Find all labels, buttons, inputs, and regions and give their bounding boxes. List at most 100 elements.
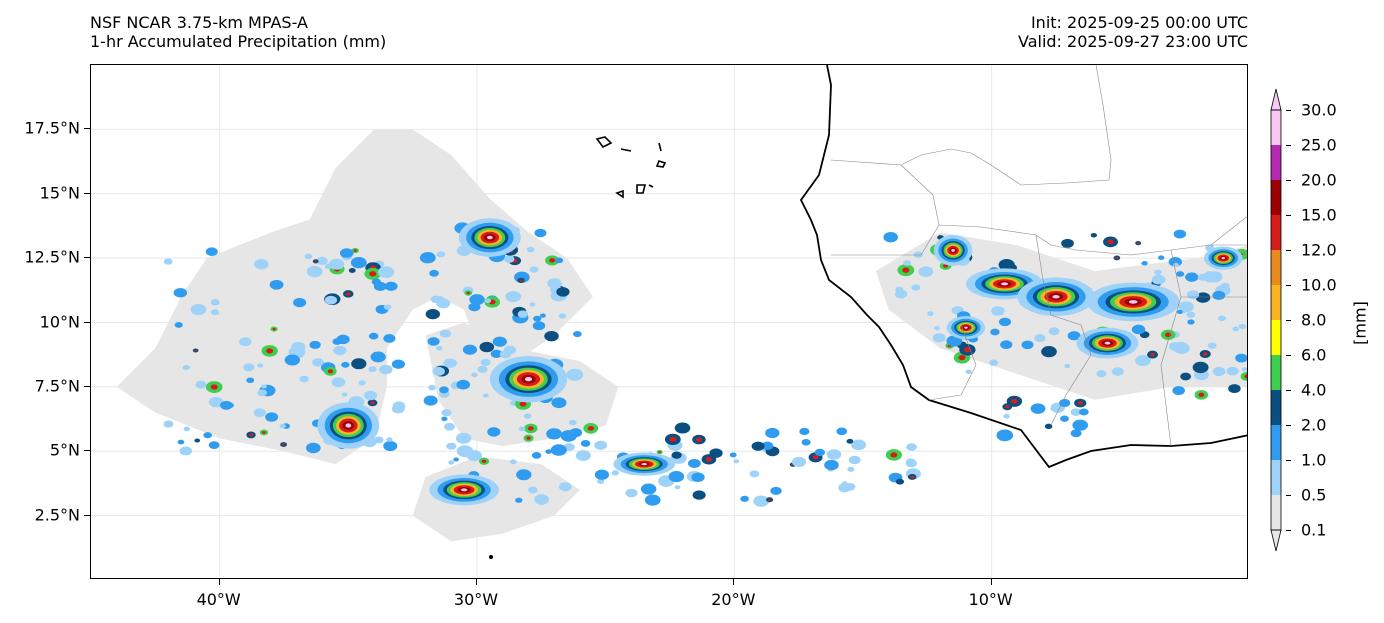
intense-rain-cell (460, 488, 468, 492)
rain-cell (448, 460, 455, 465)
rain-cell (1238, 323, 1247, 330)
rain-cell (194, 438, 201, 443)
valid-time: Valid: 2025-09-27 23:00 UTC (1017, 32, 1248, 51)
rain-cell (547, 278, 562, 289)
intense-rain-cell (1052, 294, 1060, 299)
colorbar (1270, 88, 1282, 552)
colorbar-tick (1286, 215, 1291, 216)
colorbar-level-label: 4.0 (1301, 380, 1327, 400)
rain-cell (1158, 255, 1165, 260)
rain-cell (523, 413, 532, 419)
rain-cell (441, 409, 452, 417)
border-line (1160, 296, 1182, 447)
rain-cell (487, 427, 501, 437)
colorbar-tick (1286, 530, 1291, 531)
colorbar-segment (1271, 355, 1281, 390)
rain-cell (824, 459, 839, 471)
rain-cell (509, 459, 517, 465)
rain-cell (331, 377, 346, 388)
rain-cell (261, 384, 267, 389)
colorbar-level-label: 0.5 (1301, 485, 1327, 505)
rain-cell (480, 358, 491, 366)
rain-cell (674, 485, 681, 490)
rain-cell (419, 252, 436, 264)
heavy-rain-core (958, 354, 966, 361)
rain-cell (575, 450, 591, 461)
rain-cell (368, 366, 377, 373)
rain-cell (539, 313, 546, 318)
rain-cell (1034, 334, 1046, 343)
colorbar-tick (1286, 285, 1291, 286)
heavy-rain-core (519, 401, 527, 407)
rain-cell (1090, 232, 1098, 238)
rain-cell (572, 330, 582, 338)
rain-cell (309, 340, 321, 349)
model-name: NSF NCAR 3.75-km MPAS-A (90, 13, 308, 32)
rain-cell (998, 317, 1011, 327)
rain-cell (998, 259, 1015, 271)
rain-cell (339, 248, 354, 258)
intense-rain-cell (951, 248, 955, 252)
heavy-rain-core (369, 271, 377, 277)
rain-cell (691, 472, 705, 482)
rain-cell (341, 361, 350, 368)
heavy-rain-core (1244, 374, 1247, 379)
rain-cell (1202, 271, 1219, 283)
colorbar-level-label: 1.0 (1301, 450, 1327, 470)
rain-cell (163, 258, 173, 265)
rain-cell (492, 336, 507, 347)
rain-cell (765, 427, 780, 439)
country-borders (830, 65, 1247, 447)
colorbar-tick (1286, 355, 1291, 356)
rain-cell (306, 265, 323, 278)
colorbar-segment (1271, 320, 1281, 355)
rain-cell (761, 441, 774, 451)
rain-cell (566, 368, 584, 381)
rain-cell (1041, 346, 1057, 358)
rain-cell (751, 441, 765, 451)
rain-cell (1067, 331, 1081, 341)
rain-cell (208, 396, 224, 408)
colorbar-tick (1286, 460, 1291, 461)
heavy-rain-core (262, 431, 266, 434)
rain-cell (293, 297, 307, 308)
colorbar-level-label: 6.0 (1301, 345, 1327, 365)
rain-cell (671, 451, 682, 459)
rain-cell (1226, 366, 1239, 376)
rain-cell (526, 246, 535, 253)
colorbar-level-label: 30.0 (1301, 100, 1337, 120)
rain-cell (851, 439, 867, 451)
lat-tick-label: 7.5°N (34, 376, 80, 396)
intense-rain-cell (1221, 257, 1226, 260)
rain-cell (644, 494, 661, 506)
rain-cell (918, 266, 934, 277)
rain-cell (391, 404, 405, 414)
rain-cell (996, 429, 1014, 442)
rain-cell (383, 334, 396, 343)
rain-cell (1173, 229, 1187, 239)
cape-verde-islands (595, 136, 667, 199)
rain-cell (1096, 370, 1107, 378)
rain-cell (733, 459, 740, 464)
rain-cell (883, 232, 898, 243)
colorbar-tick (1286, 320, 1291, 321)
rain-cell (991, 306, 1005, 316)
intense-rain-cell (524, 376, 533, 382)
rain-cell (316, 256, 328, 265)
heavy-rain-core (1136, 242, 1140, 245)
rain-cell (371, 278, 382, 286)
lat-tick-label: 17.5°N (24, 118, 80, 138)
precipitation-field (116, 129, 1247, 542)
heavy-rain-core (890, 452, 898, 458)
intense-rain-cell (486, 235, 493, 240)
heavy-rain-core (549, 258, 556, 263)
rain-cell (456, 379, 471, 390)
colorbar-tick (1286, 495, 1291, 496)
rain-cell (1048, 327, 1060, 336)
heavy-rain-core (696, 437, 702, 442)
lat-tick-label: 12.5°N (24, 247, 80, 267)
lat-tick-label: 15°N (39, 183, 80, 203)
rain-cell (1186, 311, 1196, 318)
rain-cell (253, 408, 266, 417)
map-title: NSF NCAR 3.75-km MPAS-A 1-hr Accumulated… (90, 13, 386, 51)
